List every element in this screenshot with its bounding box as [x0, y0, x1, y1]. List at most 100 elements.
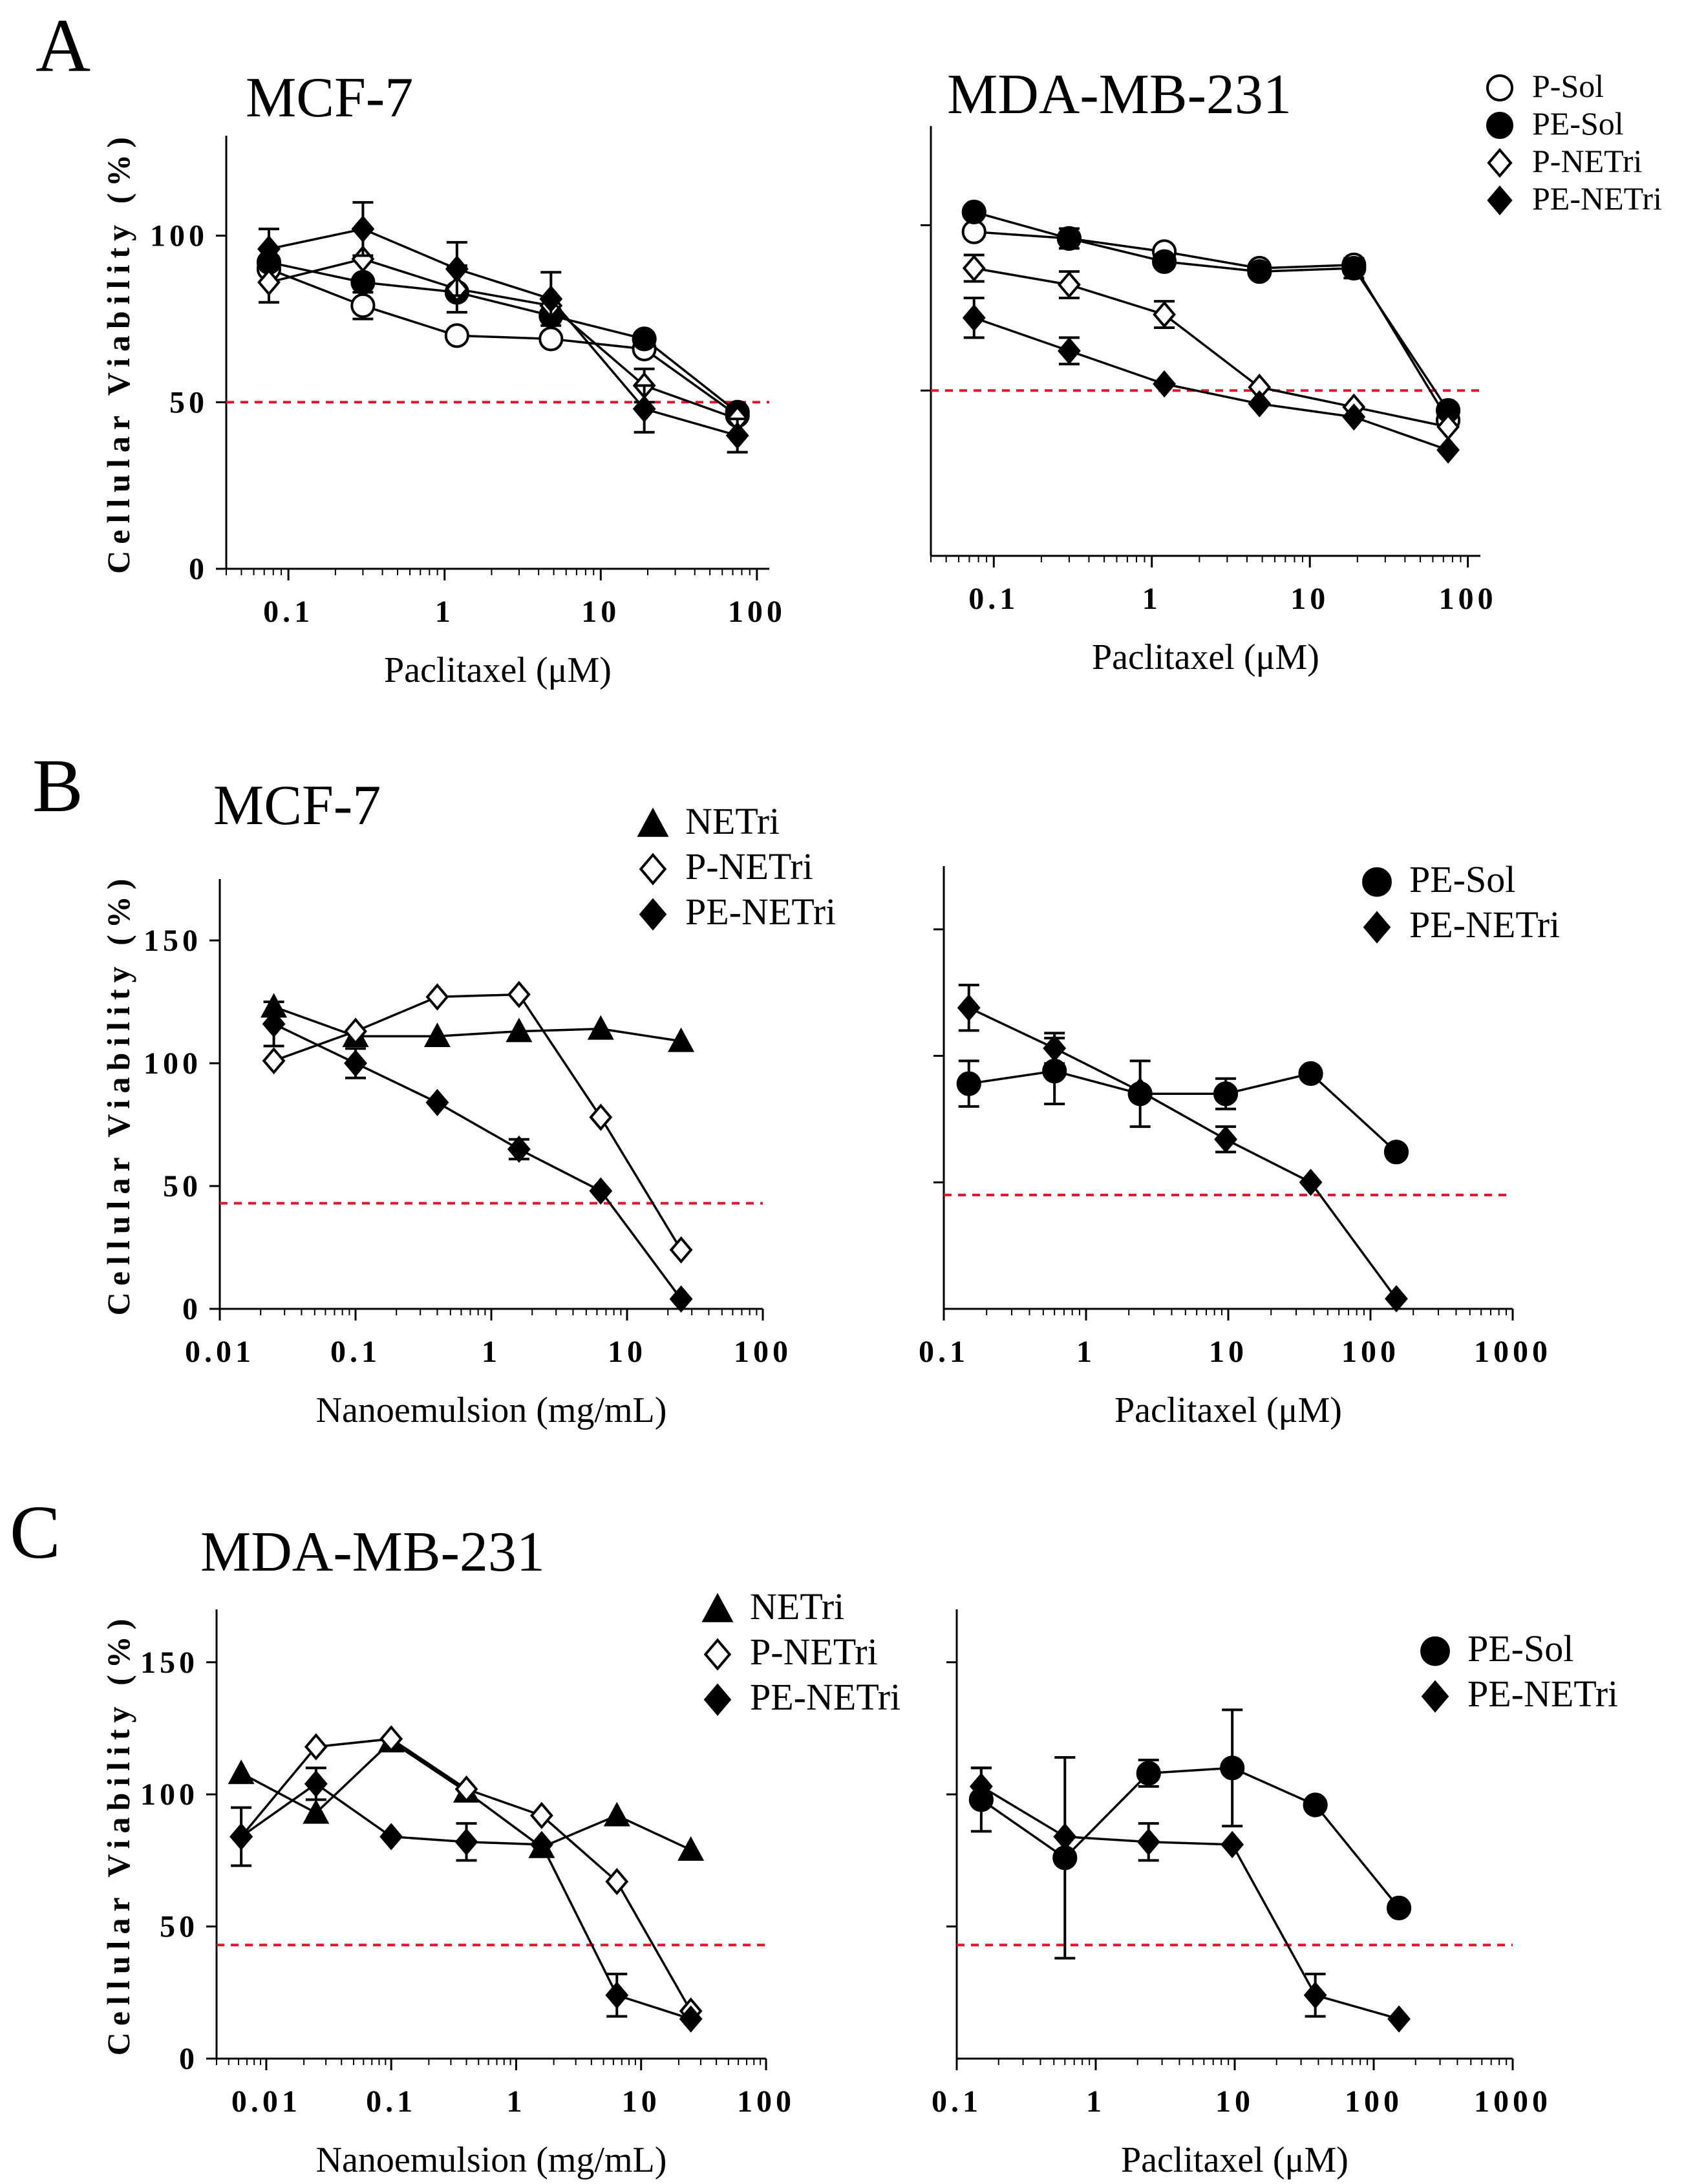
series-line [268, 228, 738, 437]
legend-marker [1486, 74, 1513, 101]
data-point [961, 199, 986, 225]
data-point [605, 1868, 629, 1896]
x-tick-label: 1000 [1474, 1335, 1551, 1369]
series-line [968, 1070, 1398, 1153]
legend-marker [1487, 147, 1513, 178]
y-tick-label: 50 [169, 385, 208, 419]
data-point [1303, 1981, 1327, 2009]
data-point [1342, 403, 1366, 431]
series-pe-netri [957, 983, 1408, 1313]
x-tick-label: 0.01 [231, 2084, 301, 2119]
y-tick-label: 0 [179, 2042, 198, 2076]
x-axis-label: Paclitaxel (μM) [384, 650, 612, 690]
x-tick-label: 1 [1086, 2084, 1105, 2119]
panel-letter-a: A [36, 3, 91, 88]
x-tick-label: 0.01 [185, 1335, 255, 1369]
panel-b-title: MCF-7 [213, 774, 381, 837]
legend-label: PE-NETri [1409, 904, 1560, 946]
data-point [1387, 2005, 1411, 2033]
series-line [980, 1785, 1400, 2020]
x-tick-label: 1 [1142, 582, 1162, 616]
legend-label: PE-Sol [1467, 1627, 1573, 1670]
legend-marker [1363, 911, 1391, 944]
legend-label: P-Sol [1532, 68, 1604, 104]
legend-label: PE-NETri [1532, 180, 1662, 217]
data-point [677, 1836, 705, 1861]
panel-letter-b: B [32, 743, 83, 828]
data-point [957, 994, 981, 1022]
series-line [273, 1005, 681, 1043]
y-tick-label: 100 [140, 1777, 198, 1812]
data-point [539, 285, 563, 313]
series-line [968, 1006, 1398, 1300]
legend-marker [701, 1593, 734, 1622]
data-point [679, 2005, 703, 2033]
y-axis-label: Cellular Viability (%) [100, 873, 136, 1316]
x-tick-label: 0.1 [330, 1335, 381, 1369]
panel-c-title: MDA-MB-231 [200, 1521, 545, 1584]
panel-letter-c: C [10, 1490, 61, 1574]
series-line [974, 317, 1449, 451]
chart-b1: 0 50 100 150 0.01 0.1 1 10 100 Nanoemulsion (mg/m… [100, 800, 836, 1430]
x-tick-label: 100 [1439, 582, 1497, 616]
x-axis-label: Paclitaxel (μM) [1092, 637, 1319, 677]
data-point [587, 1015, 614, 1040]
legend-label: PE-NETri [750, 1676, 901, 1718]
data-point [344, 1017, 367, 1045]
data-point [632, 326, 657, 352]
data-point [1383, 1140, 1409, 1165]
series-p-netri [257, 245, 749, 433]
data-point [668, 1027, 695, 1052]
data-point [1221, 1830, 1244, 1858]
data-point [725, 421, 749, 449]
x-tick-label: 10 [581, 595, 620, 629]
data-point [1385, 1285, 1408, 1313]
x-axis-label: Paclitaxel (μM) [1114, 1390, 1342, 1430]
legend-label: PE-NETri [1467, 1673, 1618, 1715]
series-p-netri [962, 253, 1460, 441]
data-point [1153, 301, 1177, 328]
data-point [304, 1733, 328, 1761]
x-tick-label: 10 [1290, 582, 1329, 616]
legend-marker [703, 1638, 732, 1671]
x-axis-label: Nanoemulsion (mg/mL) [316, 1390, 667, 1430]
data-point [304, 1770, 328, 1797]
data-point [1057, 271, 1081, 299]
data-point [969, 1772, 993, 1800]
chart-c1: 0 50 100 150 0.01 0.1 1 10 100 Nanoemulsion (mg/m… [100, 1585, 901, 2180]
data-point [444, 323, 469, 348]
series-pe-sol [956, 1037, 1409, 1165]
series-line [273, 1023, 682, 1300]
x-tick-label: 10 [1209, 1335, 1248, 1369]
data-point [1057, 337, 1081, 365]
data-point [1386, 1895, 1412, 1921]
series-p-netri [229, 1725, 703, 2025]
data-point [351, 215, 375, 243]
x-tick-label: 0.1 [968, 582, 1019, 616]
data-point [379, 1823, 403, 1850]
series-line [974, 211, 1449, 411]
data-point [506, 1017, 533, 1043]
data-point [589, 1103, 613, 1131]
data-point [529, 1801, 553, 1829]
data-point [956, 1071, 981, 1096]
series-pe-netri [262, 1001, 693, 1313]
y-tick-label: 150 [140, 1646, 198, 1680]
data-point [350, 270, 376, 295]
x-tick-label: 1 [435, 595, 454, 629]
x-tick-label: 100 [737, 2084, 795, 2119]
data-point [303, 1799, 330, 1824]
x-tick-label: 0.1 [932, 2084, 982, 2119]
y-tick-label: 150 [144, 924, 202, 958]
data-point [262, 1047, 286, 1075]
x-tick-label: 10 [622, 2084, 661, 2119]
data-point [632, 395, 656, 423]
series-pe-netri [962, 297, 1460, 464]
data-point [962, 254, 986, 282]
x-tick-label: 10 [1215, 2084, 1254, 2119]
data-point [454, 1775, 478, 1803]
legend-marker [637, 807, 669, 837]
chart-b2: 0.1 1 10 100 1000 Paclitaxel (μM) PE-SolPE-NET… [919, 858, 1560, 1430]
data-point [1043, 1034, 1067, 1062]
